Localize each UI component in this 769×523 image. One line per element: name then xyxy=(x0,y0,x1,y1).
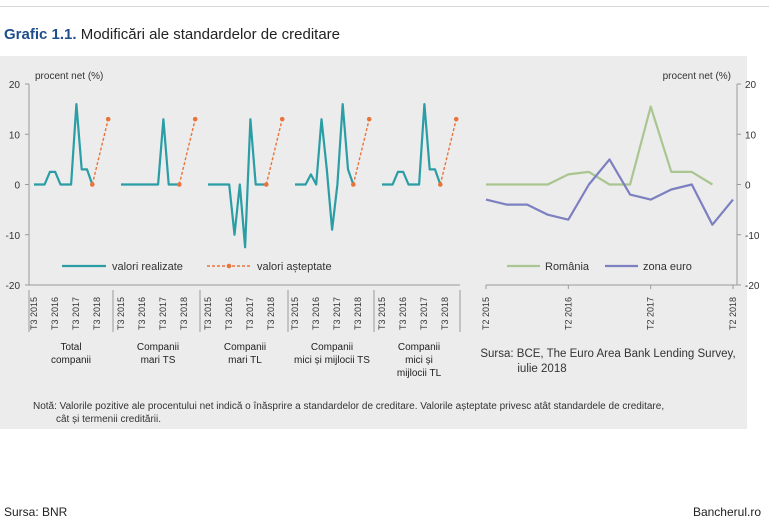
expected-series-line xyxy=(352,119,370,185)
expected-point xyxy=(438,182,443,187)
left-x-tick-label: T3 2016 xyxy=(311,297,321,330)
left-x-tick-label: T3 2017 xyxy=(245,297,255,330)
expected-series-line xyxy=(91,119,109,185)
right-y-tick-label: 10 xyxy=(745,130,757,141)
chart-title: Grafic 1.1. Modificări ale standardelor … xyxy=(4,26,340,43)
group-label: mari TS xyxy=(141,355,176,366)
realized-series-line xyxy=(121,118,180,186)
left-y-tick-label: 10 xyxy=(9,130,21,141)
romania-series-line xyxy=(486,105,713,186)
left-y-tick-label: -10 xyxy=(6,231,21,242)
realized-series-line xyxy=(34,102,94,186)
left-y-tick-label: -20 xyxy=(6,281,21,292)
left-x-tick-label: T3 2015 xyxy=(116,297,126,330)
right-source-line-1: Sursa: BCE, The Euro Area Bank Lending S… xyxy=(480,348,735,360)
left-x-tick-label: T3 2016 xyxy=(137,297,147,330)
expected-series-line xyxy=(439,119,457,185)
source-bancherul: Bancherul.ro xyxy=(692,505,761,519)
source-bnr: Sursa: BNR xyxy=(4,505,68,519)
group-label: mici și mijlocii TS xyxy=(294,355,370,366)
legend-euro-label: zona euro xyxy=(643,261,692,273)
expected-point xyxy=(105,116,111,122)
left-x-tick-label: T3 2018 xyxy=(353,297,363,330)
footnote-line-2: cât și termenii creditării. xyxy=(56,414,162,425)
footnote: Notă: Valorile pozitive ale procentului … xyxy=(33,400,733,426)
expected-point xyxy=(351,182,356,187)
left-x-tick-label: T3 2015 xyxy=(377,297,387,330)
expected-point xyxy=(90,182,95,187)
right-x-tick-label: T2 2017 xyxy=(646,297,656,330)
left-x-tick-label: T3 2018 xyxy=(440,297,450,330)
left-x-tick-label: T3 2015 xyxy=(290,297,300,330)
expected-point xyxy=(366,116,372,122)
group-label: Total xyxy=(60,342,81,353)
title-number: Grafic 1.1. xyxy=(4,26,77,43)
left-x-tick-label: T3 2016 xyxy=(50,297,60,330)
expected-point xyxy=(453,116,459,122)
left-x-tick-label: T3 2016 xyxy=(398,297,408,330)
legend-romania-label: România xyxy=(545,261,590,273)
expected-point xyxy=(177,182,182,187)
expected-point xyxy=(279,116,285,122)
group-label: companii xyxy=(51,355,91,366)
chart-panel xyxy=(0,56,747,429)
left-x-tick-label: T3 2016 xyxy=(224,297,234,330)
group-label: mijlocii TL xyxy=(397,368,442,379)
right-source-line-2: iulie 2018 xyxy=(517,363,566,375)
legend-expected-label: valori așteptate xyxy=(257,261,332,273)
group-label: mici și xyxy=(405,355,433,366)
title-text: Modificări ale standardelor de creditare xyxy=(80,26,341,43)
charts-svg: 20 10 0 -10 -20 procent net (%) T3 2015 T3 2016… xyxy=(6,71,760,379)
left-x-tick-label: T3 2017 xyxy=(158,297,168,330)
group-label: Companii xyxy=(398,342,440,353)
left-y-tick-label: 0 xyxy=(14,181,20,192)
left-y-tick-label: 20 xyxy=(9,80,21,91)
expected-point xyxy=(264,182,269,187)
top-rule xyxy=(0,6,769,7)
left-x-tick-label: T3 2018 xyxy=(266,297,276,330)
right-y-tick-label: -20 xyxy=(745,281,760,292)
right-x-tick-label: T2 2015 xyxy=(481,297,491,330)
right-y-tick-label: 0 xyxy=(745,181,751,192)
right-y-tick-label: -10 xyxy=(745,231,760,242)
footnote-line-1: Notă: Valorile pozitive ale procentului … xyxy=(33,401,665,412)
right-x-tick-label: T2 2018 xyxy=(728,297,738,330)
euro-series-line xyxy=(485,158,734,226)
left-x-tick-label: T3 2017 xyxy=(332,297,342,330)
left-x-tick-label: T3 2018 xyxy=(92,297,102,330)
group-label: Companii xyxy=(224,342,266,353)
group-label: Companii xyxy=(311,342,353,353)
left-x-tick-label: T3 2017 xyxy=(419,297,429,330)
legend-realized-label: valori realizate xyxy=(112,261,183,273)
right-y-axis-label: procent net (%) xyxy=(663,71,731,82)
left-x-tick-label: T3 2015 xyxy=(29,297,39,330)
left-y-axis-label: procent net (%) xyxy=(35,71,103,82)
group-label: Companii xyxy=(137,342,179,353)
group-label: mari TL xyxy=(228,355,262,366)
realized-series-line xyxy=(295,102,355,231)
left-x-tick-label: T3 2018 xyxy=(179,297,189,330)
expected-series-line xyxy=(178,119,196,185)
left-x-tick-label: T3 2015 xyxy=(203,297,213,330)
right-y-tick-label: 20 xyxy=(745,80,757,91)
realized-series-line xyxy=(208,118,267,249)
legend-expected-marker xyxy=(226,263,232,269)
expected-series-line xyxy=(265,119,283,185)
left-x-tick-label: T3 2017 xyxy=(71,297,81,330)
expected-point xyxy=(192,116,198,122)
realized-series-line xyxy=(382,102,442,186)
right-x-tick-label: T2 2016 xyxy=(563,297,573,330)
